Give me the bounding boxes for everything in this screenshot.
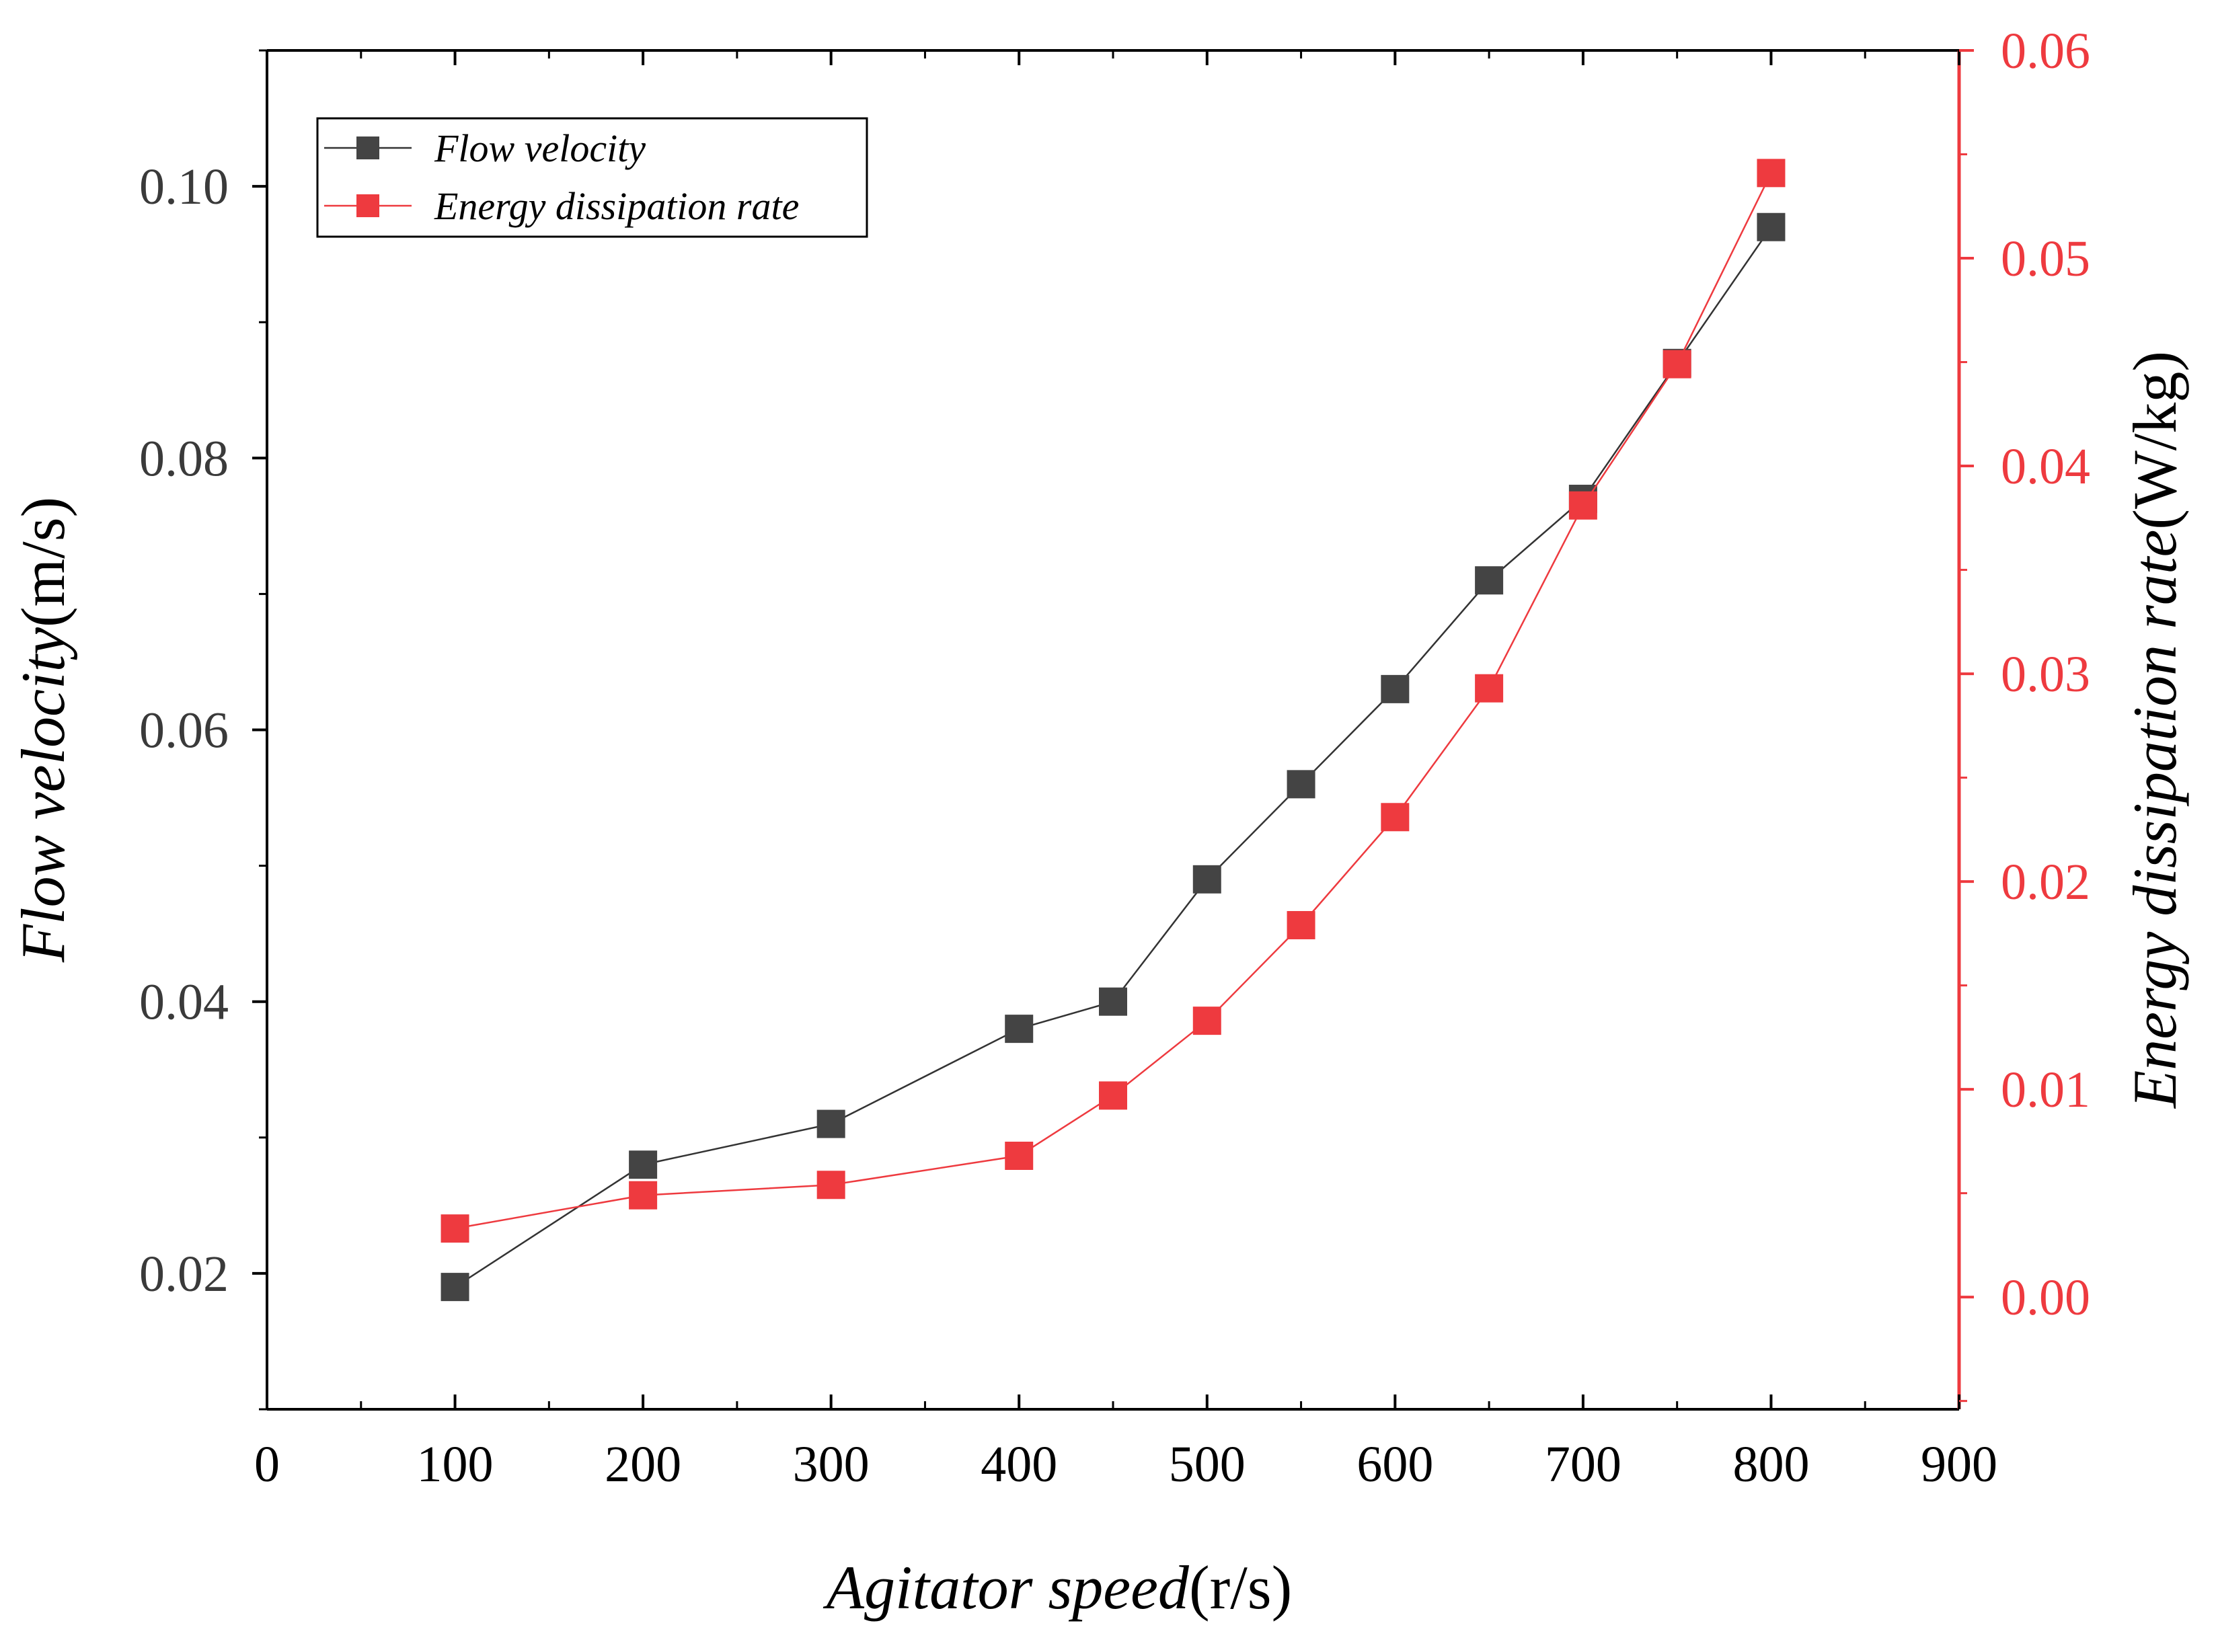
right-y-axis-title-unit: (W/kg) (2121, 351, 2189, 530)
data-point-energy-dissipation-rate-200 (629, 1181, 658, 1210)
data-point-flow-velocity-800 (1757, 212, 1786, 241)
data-point-flow-velocity-300 (816, 1109, 845, 1138)
left-y-axis-title-italic: Flow velocity (9, 627, 77, 963)
legend-label-energy-dissipation-rate: Energy dissipation rate (434, 184, 799, 228)
left-y-tick-label-0.04: 0.04 (139, 974, 229, 1031)
data-point-energy-dissipation-rate-750 (1663, 350, 1691, 379)
x-tick-label-800: 800 (1732, 1436, 1809, 1493)
right-y-tick-label-0.00: 0.00 (2001, 1269, 2090, 1326)
data-point-energy-dissipation-rate-100 (441, 1214, 469, 1243)
x-axis-ticks: 0 100 200 300 400 500 600 700 800 900 (254, 50, 1997, 1493)
x-tick-label-900: 900 (1921, 1436, 1997, 1493)
x-tick-label-0: 0 (254, 1436, 280, 1493)
x-tick-label-300: 300 (793, 1436, 870, 1493)
left-y-tick-label-0.02: 0.02 (139, 1246, 229, 1302)
data-point-flow-velocity-550 (1287, 770, 1315, 799)
left-y-tick-label-0.10: 0.10 (139, 159, 229, 215)
x-axis-title: Agitator speed(r/s) (823, 1553, 1292, 1622)
x-axis-title-unit: (r/s) (1189, 1553, 1292, 1622)
series-line-flow-velocity (454, 227, 1772, 1288)
right-y-tick-label-0.05: 0.05 (2001, 231, 2090, 287)
right-y-tick-label-0.01: 0.01 (2001, 1062, 2090, 1118)
x-tick-label-200: 200 (605, 1436, 681, 1493)
right-y-tick-label-0.06: 0.06 (2001, 23, 2090, 79)
x-axis-title-italic: Agitator speed (823, 1553, 1190, 1622)
right-y-axis-ticks: 0.00 0.01 0.02 0.03 0.04 0.05 0.06 (1959, 23, 2090, 1403)
left-y-tick-label-0.08: 0.08 (139, 430, 229, 487)
x-tick-label-600: 600 (1357, 1436, 1433, 1493)
data-point-flow-velocity-400 (1005, 1015, 1034, 1044)
left-y-axis-title: Flow velocity(m/s) (9, 497, 77, 963)
data-point-energy-dissipation-rate-650 (1475, 674, 1504, 703)
data-point-flow-velocity-500 (1192, 865, 1221, 894)
data-point-flow-velocity-650 (1475, 566, 1504, 595)
right-y-tick-label-0.04: 0.04 (2001, 438, 2090, 495)
legend: Flow velocity Energy dissipation rate (316, 117, 868, 238)
data-point-energy-dissipation-rate-400 (1005, 1141, 1034, 1170)
series-line-energy-dissipation-rate (455, 172, 1772, 1230)
x-tick-label-500: 500 (1169, 1436, 1246, 1493)
data-point-energy-dissipation-rate-300 (816, 1171, 845, 1199)
data-point-energy-dissipation-rate-700 (1568, 491, 1597, 520)
series-layer (441, 159, 1786, 1302)
x-tick-label-100: 100 (417, 1436, 494, 1493)
data-point-flow-velocity-450 (1099, 987, 1127, 1016)
data-point-energy-dissipation-rate-550 (1287, 910, 1315, 939)
left-y-tick-label-0.06: 0.06 (139, 703, 229, 759)
data-point-energy-dissipation-rate-800 (1757, 159, 1786, 188)
data-point-energy-dissipation-rate-600 (1381, 803, 1410, 832)
left-y-axis-title-unit: (m/s) (9, 497, 77, 627)
data-point-flow-velocity-600 (1381, 674, 1410, 703)
data-point-energy-dissipation-rate-500 (1192, 1007, 1221, 1035)
data-point-energy-dissipation-rate-450 (1099, 1081, 1127, 1110)
data-point-flow-velocity-200 (629, 1150, 658, 1179)
legend-label-flow-velocity: Flow velocity (434, 126, 646, 170)
right-y-axis-title: Energy dissipation rate(W/kg) (2121, 351, 2189, 1109)
legend-box (316, 117, 868, 238)
data-point-flow-velocity-100 (441, 1273, 469, 1302)
right-y-axis-title-italic: Energy dissipation rate (2121, 530, 2189, 1109)
x-tick-label-700: 700 (1545, 1436, 1621, 1493)
right-y-tick-label-0.03: 0.03 (2001, 646, 2090, 703)
legend-swatch-marker-flow-velocity (356, 136, 379, 159)
right-y-tick-label-0.02: 0.02 (2001, 854, 2090, 910)
left-y-axis-ticks: 0.02 0.04 0.06 0.08 0.10 (139, 49, 267, 1411)
legend-swatch-marker-energy-dissipation-rate (356, 194, 379, 217)
x-tick-label-400: 400 (981, 1436, 1057, 1493)
